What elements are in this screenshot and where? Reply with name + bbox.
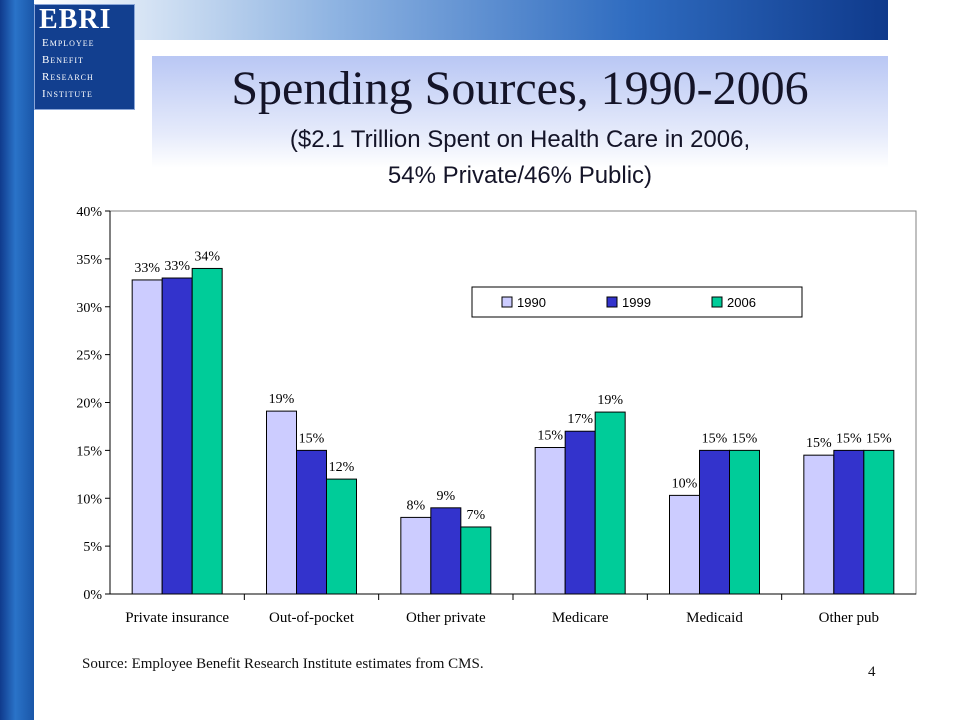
y-tick-label: 15%: [76, 444, 102, 459]
x-tick-label: Other pub: [819, 610, 879, 626]
bar-2006: [729, 449, 760, 595]
data-label: 10%: [672, 476, 698, 491]
y-tick-label: 20%: [76, 397, 102, 412]
data-label: 15%: [836, 431, 862, 446]
top-accent-bar: [34, 0, 888, 40]
x-tick-label: Medicare: [552, 610, 609, 626]
ebri-logo: EBRI Employee Benefit Research Institute: [34, 4, 135, 110]
bar-1990: [266, 410, 297, 595]
data-label: 7%: [466, 508, 485, 523]
title-band: [152, 56, 888, 168]
bar-1990: [534, 447, 566, 595]
logo-line-research: Research: [42, 71, 94, 83]
logo-line-benefit: Benefit: [42, 54, 84, 66]
bar-1999: [564, 430, 596, 595]
subtitle-line-2: 54% Private/46% Public): [387, 162, 653, 189]
data-label: 15%: [537, 429, 563, 444]
legend-swatch-1999: [606, 296, 618, 308]
bar-2006: [460, 526, 492, 595]
legend-label: 1990: [517, 295, 546, 310]
bar-2006: [594, 411, 626, 595]
bar-1999: [833, 449, 865, 595]
data-label: 15%: [299, 431, 325, 446]
subtitle-line-1: ($2.1 Trillion Spent on Health Care in 2…: [289, 126, 751, 153]
bar-1999: [430, 507, 462, 595]
bar-1990: [669, 494, 700, 595]
x-tick-label: Other private: [406, 610, 486, 626]
data-label: 34%: [194, 249, 220, 264]
y-tick-label: 35%: [76, 253, 102, 268]
data-label: 12%: [329, 460, 355, 475]
bar-1990: [803, 454, 835, 595]
bar-2006: [191, 267, 223, 595]
bar-1999: [296, 449, 327, 595]
legend-label: 2006: [727, 295, 756, 310]
data-label: 19%: [597, 393, 623, 408]
legend-swatch-1990: [501, 296, 513, 308]
y-tick-label: 10%: [76, 492, 102, 507]
data-label: 15%: [702, 431, 728, 446]
data-label: 15%: [732, 431, 758, 446]
logo-wordmark: EBRI: [39, 4, 112, 35]
y-tick-label: 0%: [83, 588, 102, 603]
logo-line-institute: Institute: [42, 88, 93, 100]
bar-2006: [326, 478, 357, 595]
logo-line-employee: Employee: [42, 37, 95, 49]
x-tick-label: Private insurance: [125, 610, 229, 626]
data-label: 9%: [436, 489, 455, 504]
data-label: 19%: [269, 392, 295, 407]
legend-box: [471, 286, 803, 318]
bar-2006: [863, 449, 895, 595]
data-label: 17%: [567, 412, 593, 427]
page-number: 4: [868, 664, 876, 680]
bar-1990: [131, 279, 163, 595]
data-label: 15%: [806, 436, 832, 451]
source-note: Source: Employee Benefit Research Instit…: [82, 656, 484, 672]
slide-title: Spending Sources, 1990-2006: [231, 62, 809, 115]
data-label: 8%: [406, 498, 425, 513]
slide-subtitle: ($2.1 Trillion Spent on Health Care in 2…: [152, 122, 888, 194]
legend-label: 1999: [622, 295, 651, 310]
legend-swatch-2006: [711, 296, 723, 308]
spending-bar-chart: 0% 5% 10% 15% 20% 25% 30% 35% 40% Private insuran…: [76, 205, 917, 626]
plot-area: [109, 210, 917, 595]
y-tick-label: 40%: [76, 205, 102, 220]
x-tick-label: Out-of-pocket: [269, 610, 355, 626]
data-label: 15%: [866, 431, 892, 446]
bar-1999: [161, 277, 193, 595]
data-label: 33%: [164, 259, 190, 274]
y-tick-label: 30%: [76, 301, 102, 316]
data-label: 33%: [134, 261, 160, 276]
y-tick-label: 5%: [83, 540, 102, 555]
bar-1990: [400, 516, 432, 595]
y-tick-label: 25%: [76, 349, 102, 364]
x-tick-label: Medicaid: [686, 610, 743, 626]
left-accent-bar: [0, 0, 34, 720]
bar-1999: [699, 449, 730, 595]
